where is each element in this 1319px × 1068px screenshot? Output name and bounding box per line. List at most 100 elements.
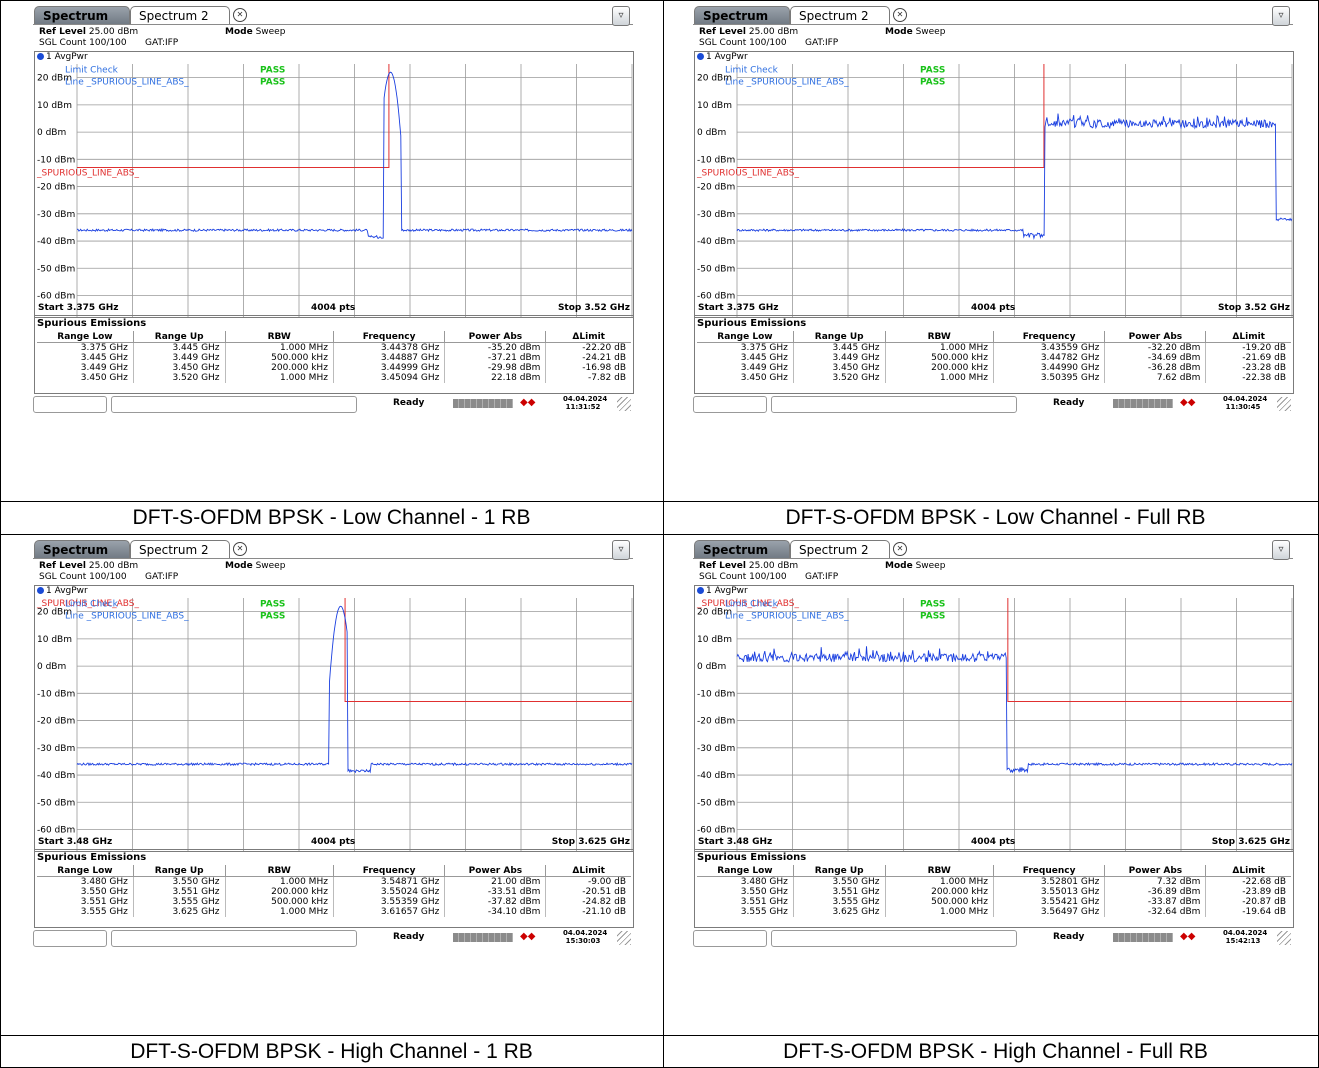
resize-grip-icon[interactable] [1277,931,1291,945]
table-cell: -33.87 dBm [1104,897,1207,907]
y-tick-label: 10 dBm [37,635,72,645]
menu-icon[interactable]: ▿ [1272,540,1290,560]
status-field[interactable] [33,930,107,947]
table-row[interactable]: 3.449 GHz 3.450 GHz 200.000 kHz 3.44990 GHz… [697,363,1291,373]
progress-bars [1113,933,1173,942]
y-tick-label: -30 dBm [37,210,75,220]
table-cell: -23.89 dB [1242,887,1286,897]
table-cell: -16.98 dB [582,363,626,373]
table-row[interactable]: 3.445 GHz 3.449 GHz 500.000 kHz 3.44782 GHz… [697,353,1291,363]
table-cell: 3.375 GHz [37,342,134,353]
limit-check-pass: PASS [260,600,285,610]
status-field[interactable] [693,930,767,947]
table-row[interactable]: 3.449 GHz 3.450 GHz 200.000 kHz 3.44999 GHz… [37,363,631,373]
message-field[interactable] [771,930,1017,947]
resize-grip-icon[interactable] [1277,397,1291,411]
trace-info: 1 AvgPwr [697,52,748,62]
table-cell: 3.555 GHz [37,907,134,917]
date: 04.04.2024 [563,929,608,937]
table-row[interactable]: 3.375 GHz 3.445 GHz 1.000 MHz 3.44378 GHz -3… [37,342,631,353]
table-row[interactable]: 3.445 GHz 3.449 GHz 500.000 kHz 3.44887 GHz… [37,353,631,363]
table-row[interactable]: 3.551 GHz 3.555 GHz 500.000 kHz 3.55359 GHz… [37,897,631,907]
ref-level-label: Ref Level [39,561,86,571]
ref-level-label: Ref Level [39,27,86,37]
gat-info: GAT:IFP [805,38,839,48]
table-row[interactable]: 3.555 GHz 3.625 GHz 1.000 MHz 3.61657 GHz -3… [37,907,631,917]
table-divider [0,534,1319,535]
table-row[interactable]: 3.555 GHz 3.625 GHz 1.000 MHz 3.56497 GHz -3… [697,907,1291,917]
table-cell: -36.89 dBm [1104,887,1207,897]
table-row[interactable]: 3.480 GHz 3.550 GHz 1.000 MHz 3.54871 GHz 21… [37,876,631,887]
close-icon[interactable]: ✕ [233,542,247,556]
table-row[interactable]: 3.550 GHz 3.551 GHz 200.000 kHz 3.55024 GHz… [37,887,631,897]
tab-spectrum-2[interactable]: Spectrum 2 [130,540,230,559]
spectrum-plot: 20 dBm 10 dBm 0 dBm -10 dBm -20 dBm -30 dBm -4… [696,64,1293,350]
table-cell: 3.550 GHz [37,887,134,897]
message-field[interactable] [771,396,1017,413]
stop-frequency: Stop 3.52 GHz [557,303,630,313]
close-icon[interactable]: ✕ [893,8,907,22]
spectrum-diagram[interactable]: 1 AvgPwr 20 dBm 10 dBm 0 dBm -10 dBm -20 dBm… [34,51,634,354]
tab-underline [33,24,633,25]
mode-value: Sweep [255,561,286,571]
status-field[interactable] [33,396,107,413]
status-bar: Ready ◆◆ 04.04.2024 11:30:45 [693,393,1293,415]
table-cell: 3.555 GHz [793,897,886,907]
spectrum-diagram[interactable]: 1 AvgPwr 20 dBm 10 dBm 0 dBm -10 dBm -20 dBm… [34,585,634,888]
table-row[interactable]: 3.375 GHz 3.445 GHz 1.000 MHz 3.43559 GHz -3… [697,342,1291,353]
spurious-title: Spurious Emissions [37,318,147,329]
menu-icon[interactable]: ▿ [612,6,630,26]
mode-value: Sweep [915,27,946,37]
x-axis-bar: Start 3.48 GHz 4004 pts Stop 3.625 GHz [34,836,634,850]
table-cell: 3.520 GHz [793,373,886,383]
menu-icon[interactable]: ▿ [612,540,630,560]
gat-info: GAT:IFP [145,572,179,582]
table-cell: 22.18 dBm [444,373,547,383]
tab-spectrum[interactable]: Spectrum [694,540,790,559]
message-field[interactable] [111,396,357,413]
close-icon[interactable]: ✕ [233,8,247,22]
tab-spectrum[interactable]: Spectrum [34,6,130,25]
x-axis-bar: Start 3.375 GHz 4004 pts Stop 3.52 GHz [694,302,1294,316]
column-header: Power Abs [1104,331,1207,343]
resize-grip-icon[interactable] [617,931,631,945]
table-cell: 3.449 GHz [133,353,226,363]
table-cell: 3.55024 GHz [333,887,446,897]
status-field[interactable] [693,396,767,413]
trace-dot-icon [37,587,44,594]
message-field[interactable] [111,930,357,947]
ref-level-value: 25.00 dBm [88,561,139,571]
table-row[interactable]: 3.551 GHz 3.555 GHz 500.000 kHz 3.55421 GHz… [697,897,1291,907]
table-cell: 3.450 GHz [697,373,794,383]
tab-spectrum[interactable]: Spectrum [694,6,790,25]
start-frequency: Start 3.375 GHz [698,303,779,313]
caption-low-1rb: DFT-S-OFDM BPSK - Low Channel - 1 RB [132,506,531,529]
resize-grip-icon[interactable] [617,397,631,411]
trace-label: 1 AvgPwr [46,586,88,596]
tab-spectrum-2[interactable]: Spectrum 2 [130,6,230,25]
y-tick-label: -60 dBm [37,292,75,302]
mode: Mode Sweep [885,27,945,37]
spectrum-diagram[interactable]: 1 AvgPwr 20 dBm 10 dBm 0 dBm -10 dBm -20 dBm… [694,51,1294,354]
tab-spectrum-2[interactable]: Spectrum 2 [790,540,890,559]
tab-spectrum-2[interactable]: Spectrum 2 [790,6,890,25]
table-cell: -24.82 dB [582,897,626,907]
table-cell: 3.625 GHz [793,907,886,917]
menu-icon[interactable]: ▿ [1272,6,1290,26]
limit-line [1007,598,1292,703]
table-cell: -20.87 dB [1242,897,1286,907]
table-cell: 200.000 kHz [225,887,334,897]
time: 11:30:45 [1225,403,1261,411]
spectrum-diagram[interactable]: 1 AvgPwr 20 dBm 10 dBm 0 dBm -10 dBm -20 dBm… [694,585,1294,888]
table-row[interactable]: 3.450 GHz 3.520 GHz 1.000 MHz 3.50395 GHz 7.… [697,373,1291,383]
table-row[interactable]: 3.480 GHz 3.550 GHz 1.000 MHz 3.52801 GHz 7.… [697,876,1291,887]
close-icon[interactable]: ✕ [893,542,907,556]
table-cell: -21.69 dB [1242,353,1286,363]
table-row[interactable]: 3.550 GHz 3.551 GHz 200.000 kHz 3.55013 GHz… [697,887,1291,897]
spectrum-trace [736,113,1293,240]
tab-spectrum[interactable]: Spectrum [34,540,130,559]
table-cell: 7.32 dBm [1104,876,1207,887]
caption-low-fullrb: DFT-S-OFDM BPSK - Low Channel - Full RB [785,506,1206,529]
table-row[interactable]: 3.450 GHz 3.520 GHz 1.000 MHz 3.45094 GHz 22… [37,373,631,383]
tab-bar: Spectrum Spectrum 2 ✕ ▿ [693,4,1293,26]
